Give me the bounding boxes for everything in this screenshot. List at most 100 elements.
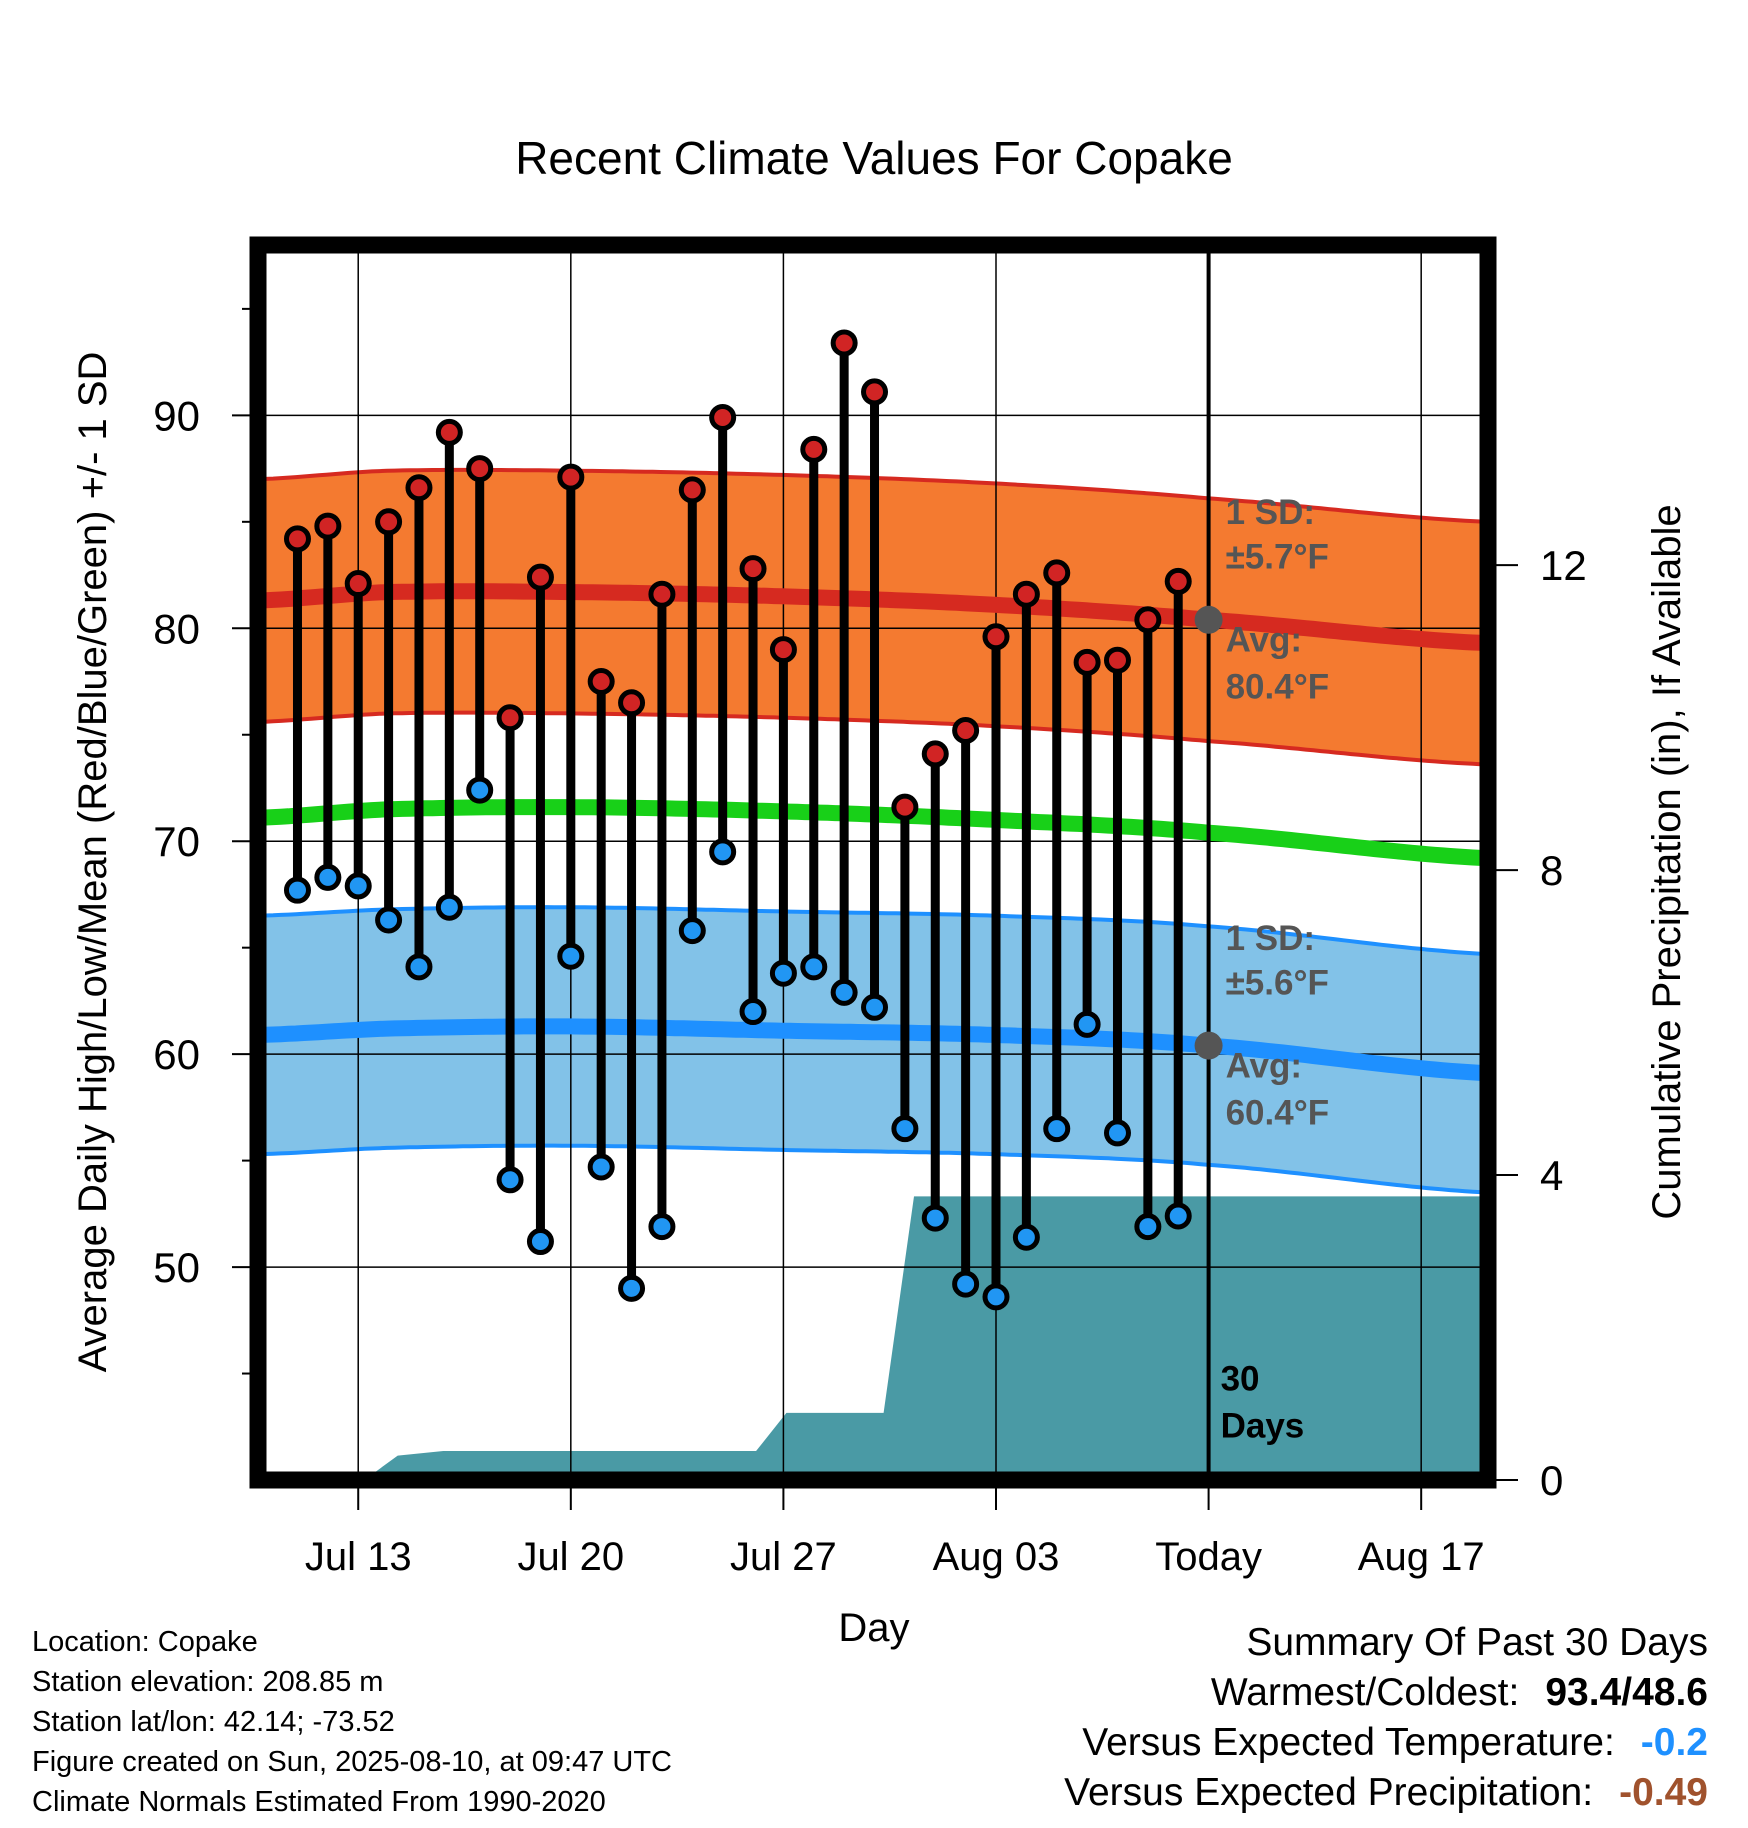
low-point-day-14 xyxy=(375,906,403,934)
summary-panel: Summary Of Past 30 Days Warmest/Coldest:… xyxy=(1064,1618,1708,1818)
low-avg-line xyxy=(258,1018,1488,1082)
high-point-day-37 xyxy=(1073,648,1101,676)
high-point-day-40 xyxy=(1164,567,1192,595)
high-point-day-32 xyxy=(921,740,949,768)
high-point-day-29 xyxy=(830,329,858,357)
low-point-day-27 xyxy=(769,959,797,987)
chart-title: Recent Climate Values For Copake xyxy=(515,132,1233,184)
x-tick-label-1: Jul 20 xyxy=(517,1535,624,1579)
y-axis-label: Average Daily High/Low/Mean (Red/Blue/Gr… xyxy=(71,352,115,1373)
high-point-day-26 xyxy=(739,555,767,583)
high-point-day-15 xyxy=(405,474,433,502)
high-point-day-33 xyxy=(952,716,980,744)
high-point-day-17 xyxy=(466,455,494,483)
y2-tick-label-12: 12 xyxy=(1540,542,1587,589)
low-point-day-19 xyxy=(526,1228,554,1256)
temp-departure-label: Versus Expected Temperature: xyxy=(1082,1721,1615,1764)
low-point-day-21 xyxy=(587,1153,615,1181)
low-point-day-20 xyxy=(557,942,585,970)
low-point-day-17 xyxy=(466,776,494,804)
high-point-day-27 xyxy=(769,636,797,664)
low-point-day-22 xyxy=(618,1274,646,1302)
y2-tick-label-4: 4 xyxy=(1540,1152,1563,1199)
low-point-day-28 xyxy=(800,953,828,981)
high-point-day-18 xyxy=(496,704,524,732)
low-sd-value: ±5.6°F xyxy=(1226,964,1329,1003)
low-point-day-37 xyxy=(1073,1010,1101,1038)
low-point-day-40 xyxy=(1164,1202,1192,1230)
latlon-text: Station lat/lon: 42.14; -73.52 xyxy=(32,1706,395,1738)
low-point-day-13 xyxy=(344,872,372,900)
y-tick-label-90: 90 xyxy=(153,392,200,439)
high-point-day-12 xyxy=(314,512,342,540)
high-avg-value: 80.4°F xyxy=(1226,668,1330,707)
high-point-day-35 xyxy=(1012,580,1040,608)
high-point-day-20 xyxy=(557,463,585,491)
high-sd-label: 1 SD: xyxy=(1226,493,1315,532)
summary-temp-row: Versus Expected Temperature: -0.2 xyxy=(1064,1718,1708,1768)
warmest-label: Warmest/Coldest: xyxy=(1210,1671,1520,1714)
normals-text: Climate Normals Estimated From 1990-2020 xyxy=(32,1786,606,1818)
high-point-day-25 xyxy=(709,403,737,431)
low-point-day-36 xyxy=(1043,1115,1071,1143)
low-point-day-29 xyxy=(830,978,858,1006)
high-point-day-39 xyxy=(1134,606,1162,634)
high-point-day-28 xyxy=(800,435,828,463)
summary-precip-row: Versus Expected Precipitation: -0.49 xyxy=(1064,1768,1708,1818)
precip-departure-label: Versus Expected Precipitation: xyxy=(1064,1771,1594,1814)
high-point-day-21 xyxy=(587,668,615,696)
high-point-day-23 xyxy=(648,580,676,608)
days-word-label: Days xyxy=(1221,1406,1305,1445)
x-axis-label: Day xyxy=(838,1606,909,1650)
elevation-text: Station elevation: 208.85 m xyxy=(32,1666,384,1698)
days-count-label: 30 xyxy=(1221,1360,1260,1399)
plot-frame xyxy=(249,236,1497,1489)
low-point-day-32 xyxy=(921,1204,949,1232)
y-tick-label-60: 60 xyxy=(153,1031,200,1078)
created-text: Figure created on Sun, 2025-08-10, at 09… xyxy=(32,1746,672,1778)
high-point-day-13 xyxy=(344,570,372,598)
high-point-day-16 xyxy=(435,418,463,446)
y-tick-label-50: 50 xyxy=(153,1244,200,1291)
low-point-day-26 xyxy=(739,998,767,1026)
low-sd-label: 1 SD: xyxy=(1226,919,1315,958)
low-point-day-33 xyxy=(952,1270,980,1298)
high-sd-value: ±5.7°F xyxy=(1226,538,1329,577)
x-tick-label-4: Today xyxy=(1155,1535,1262,1579)
low-point-day-35 xyxy=(1012,1223,1040,1251)
location-text: Location: Copake xyxy=(32,1626,258,1658)
today-high-avg-marker xyxy=(1194,605,1223,634)
low-point-day-38 xyxy=(1103,1119,1131,1147)
y2-tick-label-8: 8 xyxy=(1540,847,1563,894)
y-tick-label-80: 80 xyxy=(153,605,200,652)
high-point-day-38 xyxy=(1103,646,1131,674)
low-point-day-15 xyxy=(405,953,433,981)
x-tick-label-0: Jul 13 xyxy=(305,1535,412,1579)
low-avg-value: 60.4°F xyxy=(1226,1093,1330,1132)
today-low-avg-marker xyxy=(1194,1031,1223,1060)
station-info: Location: Copake Station elevation: 208.… xyxy=(32,1622,672,1822)
x-tick-label-2: Jul 27 xyxy=(730,1535,837,1579)
low-point-day-18 xyxy=(496,1166,524,1194)
high-point-day-22 xyxy=(618,689,646,717)
high-point-day-36 xyxy=(1043,559,1071,587)
y-tick-label-70: 70 xyxy=(153,818,200,865)
precip-departure-value: -0.49 xyxy=(1619,1771,1708,1814)
low-sd-lower-edge xyxy=(258,1143,1488,1195)
low-point-day-25 xyxy=(709,838,737,866)
high-point-day-24 xyxy=(678,476,706,504)
low-point-day-11 xyxy=(283,876,311,904)
low-point-day-24 xyxy=(678,917,706,945)
warmest-value: 93.4/48.6 xyxy=(1545,1671,1708,1714)
high-point-day-19 xyxy=(526,563,554,591)
x-tick-label-5: Aug 17 xyxy=(1358,1535,1485,1579)
summary-warmest-row: Warmest/Coldest: 93.4/48.6 xyxy=(1064,1668,1708,1718)
low-point-day-12 xyxy=(314,863,342,891)
high-point-day-11 xyxy=(283,525,311,553)
low-point-day-39 xyxy=(1134,1213,1162,1241)
y2-tick-label-0: 0 xyxy=(1540,1457,1563,1504)
high-point-day-30 xyxy=(861,378,889,406)
low-avg-label: Avg: xyxy=(1226,1047,1302,1086)
low-point-day-30 xyxy=(861,993,889,1021)
